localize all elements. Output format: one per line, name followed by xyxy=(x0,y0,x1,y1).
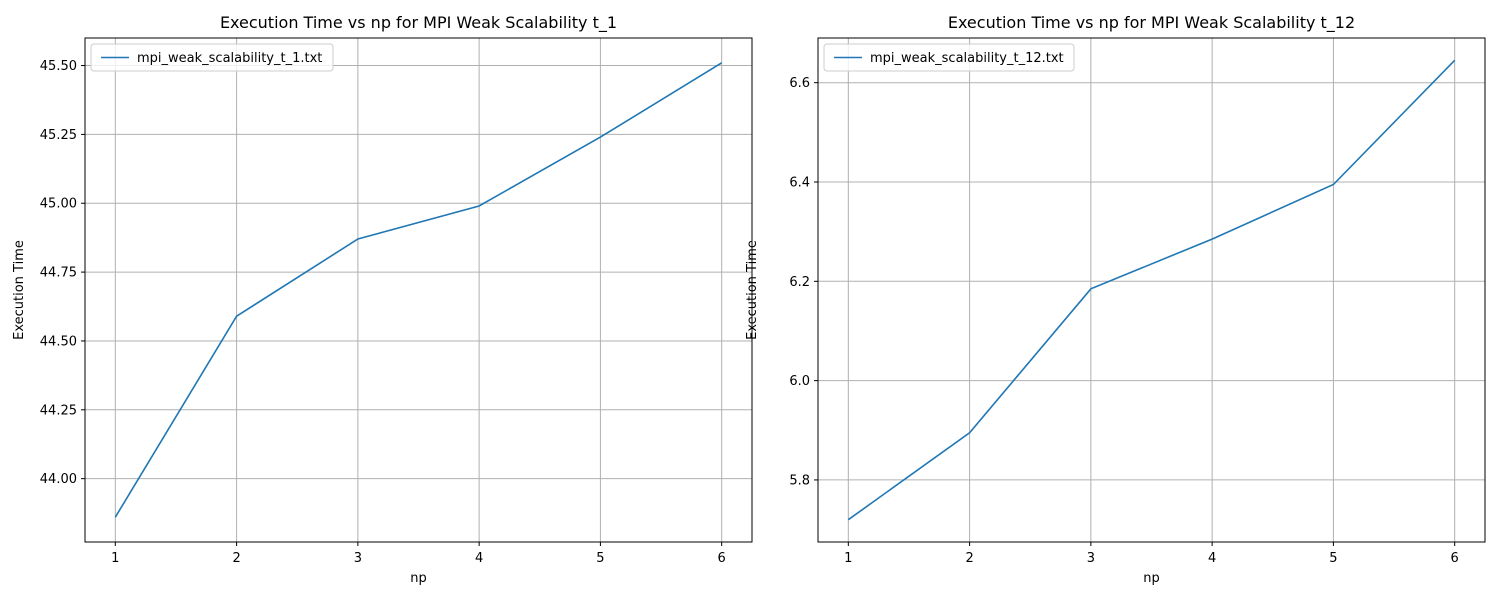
x-tick-label: 1 xyxy=(844,551,852,566)
y-tick-label: 44.00 xyxy=(40,472,77,487)
chart-title: Execution Time vs np for MPI Weak Scalab… xyxy=(948,13,1355,33)
y-tick-label: 45.25 xyxy=(40,128,77,143)
y-tick-label: 44.25 xyxy=(40,403,77,418)
y-tick-label: 6.2 xyxy=(789,275,810,290)
legend: mpi_weak_scalability_t_1.txt xyxy=(90,43,334,72)
x-tick-label: 6 xyxy=(1451,551,1459,566)
plot-frame xyxy=(817,37,1486,543)
y-tick-label: 5.8 xyxy=(789,473,810,488)
y-tick-label: 6.0 xyxy=(789,374,810,389)
x-axis-label: np xyxy=(1143,571,1160,586)
legend-box xyxy=(90,43,334,72)
x-tick-label: 1 xyxy=(111,551,119,566)
y-tick-label: 6.4 xyxy=(789,176,810,191)
x-tick-label: 3 xyxy=(354,551,362,566)
legend-box xyxy=(823,43,1075,72)
y-tick-label: 45.00 xyxy=(40,197,77,212)
x-tick-label: 2 xyxy=(232,551,240,566)
x-tick-label: 5 xyxy=(596,551,604,566)
plot-frame xyxy=(84,37,753,543)
series-line xyxy=(114,62,723,518)
legend-label: mpi_weak_scalability_t_12.txt xyxy=(870,51,1064,66)
legend-label: mpi_weak_scalability_t_1.txt xyxy=(137,51,322,66)
series-line xyxy=(847,59,1456,521)
x-tick-label: 4 xyxy=(1208,551,1216,566)
chart-1: 1 2 3 4 5 6 44.00 44.25 44.50 44.75 45.00 45.25 45.5… xyxy=(12,13,753,586)
x-axis-label: np xyxy=(410,571,427,586)
y-axis-label: Execution Time xyxy=(745,240,760,340)
y-tick-label: 45.50 xyxy=(40,59,77,74)
x-tick-label: 2 xyxy=(965,551,973,566)
x-tick-label: 5 xyxy=(1329,551,1337,566)
y-tick-label: 6.6 xyxy=(789,76,810,91)
y-axis-label: Execution Time xyxy=(12,240,27,340)
chart-2: 1 2 3 4 5 6 5.8 6.0 6.2 6.4 6.6 Execution Time vs n… xyxy=(745,13,1486,586)
y-tick-label: 44.50 xyxy=(40,334,77,349)
x-tick-label: 4 xyxy=(475,551,483,566)
x-tick-label: 6 xyxy=(718,551,726,566)
y-tick-label: 44.75 xyxy=(40,266,77,281)
legend: mpi_weak_scalability_t_12.txt xyxy=(823,43,1075,72)
chart-title: Execution Time vs np for MPI Weak Scalab… xyxy=(220,13,617,33)
x-tick-label: 3 xyxy=(1087,551,1095,566)
